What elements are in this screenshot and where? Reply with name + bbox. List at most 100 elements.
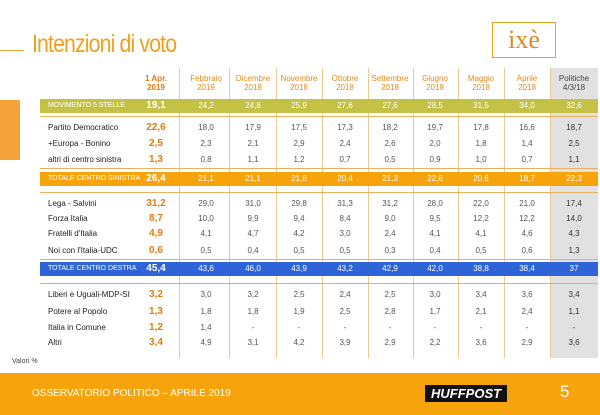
cell-value: 4,2: [293, 338, 305, 347]
cell-value: 27,6: [382, 101, 398, 110]
column-header: 2018: [472, 83, 490, 92]
cell-value: 38,8: [473, 264, 489, 273]
column-header: 2019: [197, 83, 215, 92]
column-header: Settembre: [371, 74, 409, 83]
cell-value: 2,4: [521, 307, 533, 316]
cell-value: 0,5: [384, 155, 396, 164]
cell-value: 3,2: [247, 290, 259, 299]
cell-value: 31,5: [473, 101, 489, 110]
cell-value: 3,0: [429, 290, 441, 299]
cell-value: 3,2: [149, 289, 163, 300]
column-header: Novembre: [280, 74, 318, 83]
column-rule: [368, 68, 369, 358]
cell-value: 28,0: [427, 199, 443, 208]
cell-value: 1,4: [521, 139, 533, 148]
row-separator: [40, 283, 598, 284]
cell-value: 0,6: [521, 246, 533, 255]
cell-value: 1,4: [200, 323, 212, 332]
cell-value: 2,5: [568, 139, 580, 148]
cell-value: 1,3: [149, 306, 163, 317]
title: Intenzioni di voto: [32, 30, 177, 58]
cell-value: 3,0: [200, 290, 212, 299]
row-label: TOTALE CENTRO SINISTRA: [48, 175, 141, 182]
cell-value: 3,4: [568, 290, 580, 299]
row-label: Fratelli d'Italia: [48, 229, 98, 238]
cell-value: -: [388, 323, 392, 332]
cell-value: 46,0: [245, 264, 261, 273]
cell-value: 3,4: [475, 290, 487, 299]
column-header: 2018: [336, 83, 354, 92]
cell-value: -: [525, 323, 529, 332]
cell-value: 0,8: [200, 155, 212, 164]
cell-value: 32,6: [566, 101, 582, 110]
cell-value: 1,3: [149, 154, 163, 165]
cell-value: 4,6: [521, 229, 533, 238]
cell-value: 2,4: [339, 139, 351, 148]
cell-value: 2,5: [293, 290, 305, 299]
cell-value: 18,7: [519, 174, 535, 183]
cell-value: 17,8: [473, 123, 489, 132]
cell-value: -: [343, 323, 347, 332]
side-bar: [0, 100, 20, 160]
cell-value: 4,2: [293, 229, 305, 238]
cell-value: -: [433, 323, 437, 332]
cell-value: 31,2: [382, 199, 398, 208]
note: Valori %: [12, 358, 38, 365]
cell-value: 3,4: [149, 337, 163, 348]
cell-value: 2,1: [475, 307, 487, 316]
cell-value: 1,2: [149, 322, 163, 333]
cell-value: 22,6: [427, 174, 443, 183]
cell-value: 17,5: [291, 123, 307, 132]
cell-value: 45,4: [146, 263, 166, 274]
cell-value: 0,5: [475, 246, 487, 255]
cell-value: 8,4: [339, 214, 351, 223]
cell-value: 26,4: [146, 173, 166, 184]
cell-value: 22,0: [473, 199, 489, 208]
cell-value: 34,0: [519, 101, 535, 110]
column-rule: [179, 68, 180, 358]
cell-value: 2,1: [247, 139, 259, 148]
cell-value: 1,0: [475, 155, 487, 164]
cell-value: 31,2: [146, 198, 166, 209]
cell-value: 21,1: [198, 174, 214, 183]
cell-value: 4,3: [568, 229, 580, 238]
column-header: Dicembre: [235, 74, 271, 83]
row-label: Liberi e Uguali-MDP-SI: [48, 290, 130, 299]
row-label: Altri: [48, 338, 62, 347]
cell-value: 19,7: [427, 123, 443, 132]
row-separator: [40, 116, 598, 117]
column-header: Febbraio: [190, 74, 222, 83]
cell-value: 18,7: [566, 123, 582, 132]
cell-value: 1,2: [293, 155, 305, 164]
cell-value: 0,6: [149, 245, 163, 256]
column-header: 2019: [147, 83, 165, 92]
cell-value: 22,6: [146, 122, 166, 133]
cell-value: 18,0: [198, 123, 214, 132]
cell-value: 38,4: [519, 264, 535, 273]
cell-value: 4,1: [475, 229, 487, 238]
row-label: Forza Italia: [48, 214, 88, 223]
cell-value: 3,0: [339, 229, 351, 238]
row-separator: [40, 259, 598, 260]
row-highlight: [40, 172, 598, 186]
cell-value: 2,5: [384, 290, 396, 299]
cell-value: 1,1: [568, 155, 580, 164]
cell-value: 3,1: [247, 338, 259, 347]
cell-value: 9,5: [429, 214, 441, 223]
cell-value: 19,1: [146, 100, 166, 111]
cell-value: 25,9: [291, 101, 307, 110]
cell-value: 18,2: [382, 123, 398, 132]
column-rule: [322, 68, 323, 358]
cell-value: 1,1: [247, 155, 259, 164]
cell-value: 43,2: [337, 264, 353, 273]
row-label: Partito Democratico: [48, 123, 119, 132]
cell-value: 20,6: [473, 174, 489, 183]
cell-value: 16,6: [519, 123, 535, 132]
row-label: Noi con l'Italia-UDC: [48, 246, 118, 255]
cell-value: 29,0: [198, 199, 214, 208]
cell-value: -: [251, 323, 255, 332]
cell-value: 28,5: [427, 101, 443, 110]
cell-value: 3,6: [521, 290, 533, 299]
footer-text: OSSERVATORIO POLITICO – APRILE 2019: [32, 388, 231, 399]
cell-value: 2,9: [384, 338, 396, 347]
